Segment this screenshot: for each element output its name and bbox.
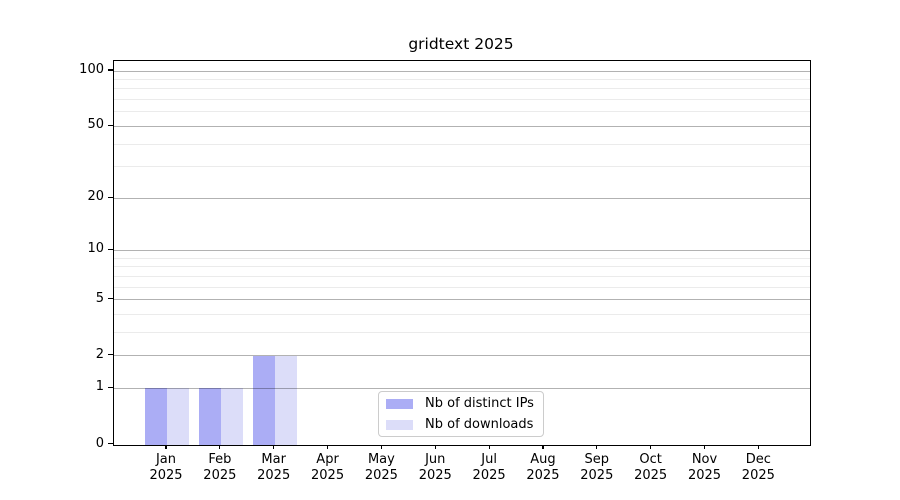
y-tick-label: 2	[95, 346, 104, 362]
month-label: Mar 2025	[247, 452, 301, 485]
month-name: Aug	[530, 451, 556, 467]
month-name: May	[367, 451, 395, 467]
x-tick-mark	[703, 444, 706, 449]
y-tick-mark	[107, 386, 114, 388]
major-gridline	[114, 387, 810, 389]
bar-downloads	[220, 388, 243, 445]
y-tick-mark	[107, 297, 114, 300]
month-name: Oct	[639, 451, 662, 467]
y-tick-mark	[107, 196, 114, 198]
month-label: Nov 2025	[678, 452, 732, 485]
month-year: 2025	[687, 468, 722, 483]
y-tick-mark	[107, 442, 114, 445]
minor-gridline	[114, 257, 810, 259]
major-gridline	[114, 299, 810, 301]
month-name: Mar	[261, 451, 286, 467]
minor-gridline	[114, 88, 810, 90]
minor-gridline	[114, 331, 810, 333]
month-label: Aug 2025	[516, 452, 570, 485]
legend-item-downloads: Nb of downloads	[379, 415, 543, 434]
month-label: Jan 2025	[139, 452, 193, 485]
chart-title: gridtext 2025	[408, 35, 514, 53]
y-tick-mark	[107, 124, 114, 126]
x-tick-mark	[165, 444, 167, 449]
month-label: Feb 2025	[193, 452, 247, 485]
legend-label-downloads: Nb of downloads	[425, 417, 534, 432]
month-label: May 2025	[354, 452, 408, 485]
month-year: 2025	[741, 468, 775, 483]
y-tick-label: 5	[95, 290, 104, 306]
x-tick-mark	[273, 444, 275, 449]
month-name: Feb	[208, 451, 232, 467]
x-tick-mark	[326, 444, 329, 449]
month-name: Jul	[481, 451, 497, 467]
month-name: Nov	[691, 451, 718, 467]
minor-gridline	[114, 111, 810, 113]
x-tick-mark	[757, 444, 759, 449]
month-label: Oct 2025	[624, 452, 678, 485]
month-year: 2025	[634, 468, 668, 483]
major-gridline	[114, 355, 810, 357]
x-tick-mark	[596, 444, 598, 449]
month-name: Jan	[155, 451, 177, 467]
minor-gridline	[114, 275, 810, 277]
y-tick-mark	[107, 248, 114, 251]
minor-gridline	[114, 286, 810, 288]
plot-area	[113, 60, 811, 446]
legend: Nb of distinct IPs Nb of downloads	[378, 391, 544, 437]
y-tick-mark	[107, 354, 114, 356]
major-gridline	[114, 125, 810, 127]
month-year: 2025	[311, 468, 345, 483]
minor-gridline	[114, 79, 810, 81]
month-year: 2025	[526, 468, 560, 483]
bar-distinct-ips	[198, 388, 221, 445]
month-year: 2025	[203, 468, 237, 483]
x-tick-mark	[542, 444, 544, 449]
distinct-ips-swatch-icon	[386, 398, 413, 409]
y-tick-label: 50	[87, 117, 104, 133]
bar-downloads	[167, 388, 189, 445]
month-label: Dec 2025	[731, 452, 785, 485]
bar-downloads	[274, 355, 297, 445]
month-year: 2025	[364, 468, 398, 483]
y-tick-mark	[107, 69, 114, 71]
month-year: 2025	[149, 468, 183, 483]
month-label: Jul 2025	[462, 452, 516, 485]
x-tick-mark	[488, 444, 490, 449]
month-name: Jun	[425, 451, 446, 467]
month-name: Apr	[316, 451, 339, 467]
minor-gridline	[114, 166, 810, 168]
minor-gridline	[114, 99, 810, 101]
y-tick-label: 10	[87, 241, 104, 257]
minor-gridline	[114, 313, 810, 315]
major-gridline	[114, 70, 810, 72]
x-tick-mark	[650, 444, 652, 449]
month-label: Sep 2025	[570, 452, 624, 485]
month-name: Sep	[584, 451, 610, 467]
y-tick-label: 20	[87, 189, 104, 205]
major-gridline	[114, 197, 810, 199]
x-tick-mark	[219, 444, 221, 449]
y-tick-label: 100	[79, 62, 104, 78]
month-year: 2025	[418, 468, 452, 483]
y-tick-label: 1	[95, 379, 104, 395]
x-tick-mark	[434, 444, 436, 449]
major-gridline	[114, 249, 810, 251]
bar-distinct-ips	[252, 355, 275, 445]
minor-gridline	[114, 266, 810, 268]
month-year: 2025	[580, 468, 614, 483]
y-tick-label: 0	[95, 435, 104, 451]
month-name: Dec	[745, 451, 771, 467]
month-label: Apr 2025	[301, 452, 355, 485]
minor-gridline	[114, 143, 810, 145]
legend-item-distinct-ips: Nb of distinct IPs	[379, 394, 543, 413]
downloads-swatch-icon	[386, 419, 413, 430]
x-tick-mark	[380, 444, 382, 449]
month-year: 2025	[257, 468, 291, 483]
month-label: Jun 2025	[408, 452, 462, 485]
bar-distinct-ips	[145, 388, 167, 445]
month-year: 2025	[472, 468, 506, 483]
legend-label-distinct-ips: Nb of distinct IPs	[425, 396, 534, 411]
